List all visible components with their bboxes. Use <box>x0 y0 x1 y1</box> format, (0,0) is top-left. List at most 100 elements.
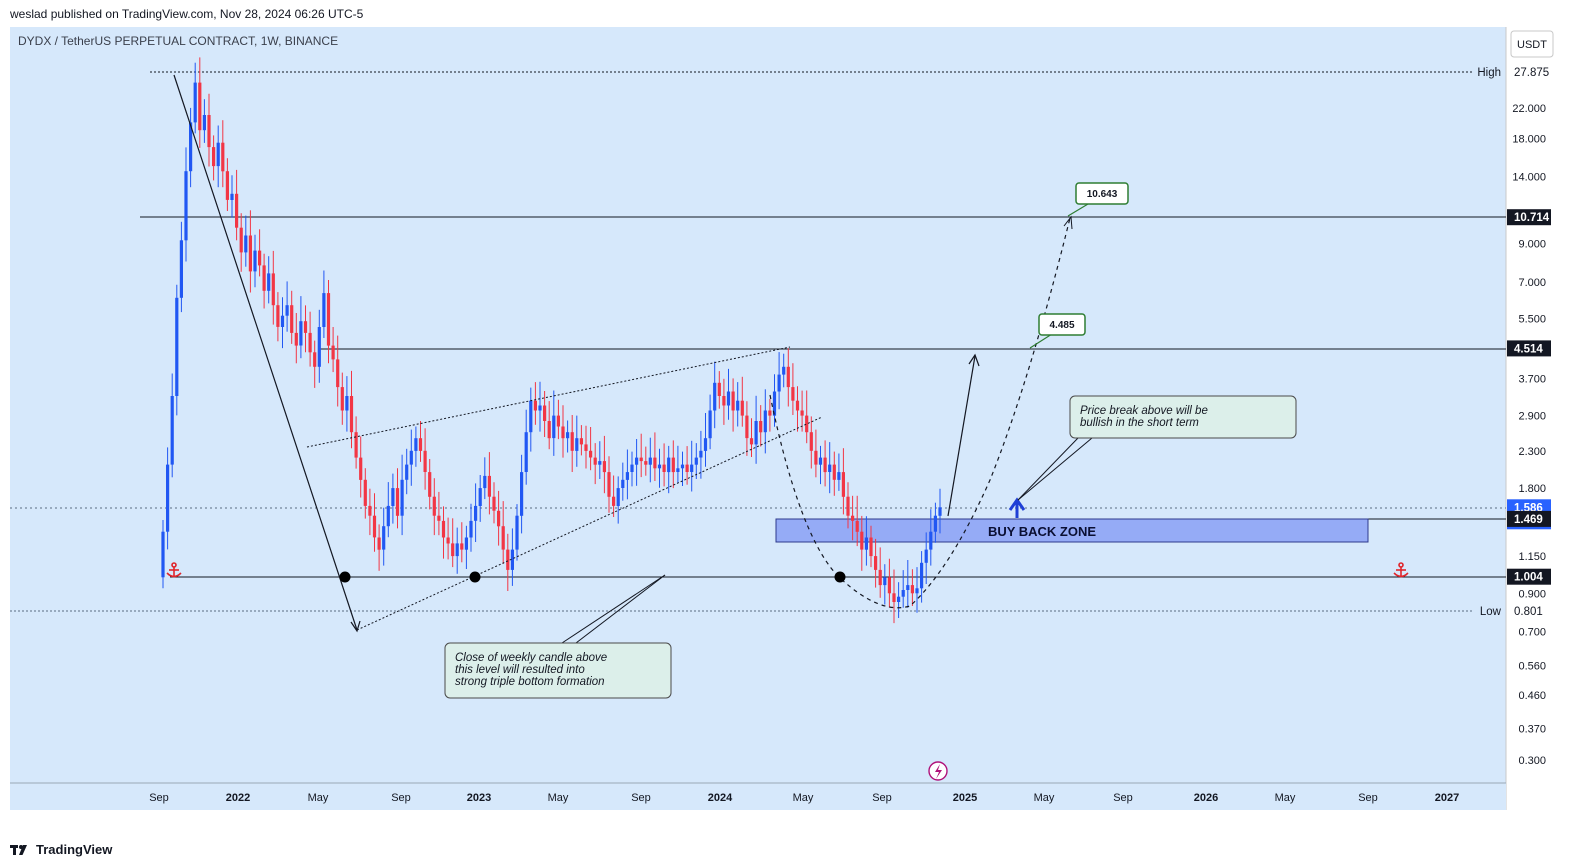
candle-body[interactable] <box>313 352 317 367</box>
candle-body[interactable] <box>520 472 524 516</box>
candle-body[interactable] <box>625 472 629 480</box>
candle-body[interactable] <box>676 468 680 472</box>
candle-body[interactable] <box>239 227 243 253</box>
candle-body[interactable] <box>740 400 744 416</box>
candle-body[interactable] <box>584 444 588 451</box>
candle-body[interactable] <box>248 235 252 272</box>
candle-body[interactable] <box>497 510 501 527</box>
candle-body[interactable] <box>754 421 758 445</box>
candle-body[interactable] <box>354 432 358 458</box>
candle-body[interactable] <box>515 515 519 550</box>
channel-lower-line[interactable] <box>356 416 823 631</box>
candle-body[interactable] <box>837 472 841 480</box>
candle-body[interactable] <box>920 562 924 589</box>
candle-body[interactable] <box>308 332 312 353</box>
candle-body[interactable] <box>258 250 262 266</box>
candle-body[interactable] <box>359 457 363 480</box>
candle-body[interactable] <box>543 405 547 422</box>
candle-body[interactable] <box>391 488 395 506</box>
candle-body[interactable] <box>455 543 459 557</box>
target-box-10-643[interactable] <box>1075 182 1129 205</box>
candle-body[interactable] <box>593 457 597 465</box>
candle-body[interactable] <box>345 396 349 411</box>
candle-body[interactable] <box>207 115 211 148</box>
candle-body[interactable] <box>483 475 487 489</box>
buy-back-zone[interactable] <box>775 518 1369 543</box>
candle-body[interactable] <box>460 543 464 550</box>
candle-body[interactable] <box>929 531 933 550</box>
candle-body[interactable] <box>639 457 643 462</box>
candle-body[interactable] <box>671 457 675 473</box>
candle-body[interactable] <box>262 265 266 291</box>
candle-body[interactable] <box>469 520 473 538</box>
candle-body[interactable] <box>667 457 671 473</box>
candle-body[interactable] <box>474 505 478 521</box>
candle-body[interactable] <box>552 415 556 439</box>
candle-body[interactable] <box>612 496 616 506</box>
candle-body[interactable] <box>699 450 703 458</box>
price-axis[interactable] <box>1506 27 1558 783</box>
candle-body[interactable] <box>322 293 326 327</box>
candle-body[interactable] <box>579 438 583 445</box>
candle-body[interactable] <box>887 577 891 594</box>
candle-body[interactable] <box>202 115 206 131</box>
candle-body[interactable] <box>524 432 528 472</box>
candle-body[interactable] <box>501 526 505 550</box>
candle-body[interactable] <box>708 410 712 439</box>
candle-body[interactable] <box>763 410 767 433</box>
candle-body[interactable] <box>800 410 804 416</box>
projection-curve[interactable] <box>769 217 1071 609</box>
callout-triple-bottom[interactable] <box>444 642 672 699</box>
candle-body[interactable] <box>598 461 602 465</box>
candle-body[interactable] <box>441 520 446 538</box>
candle-body[interactable] <box>924 549 928 563</box>
candle-body[interactable] <box>851 515 855 521</box>
candle-body[interactable] <box>538 405 542 411</box>
candle-body[interactable] <box>713 382 717 411</box>
candle-body[interactable] <box>547 421 551 439</box>
candle-body[interactable] <box>372 515 377 538</box>
candle-body[interactable] <box>685 464 689 472</box>
candle-body[interactable] <box>464 537 468 550</box>
candle-body[interactable] <box>736 400 740 411</box>
candle-body[interactable] <box>602 461 606 473</box>
candle-body[interactable] <box>906 585 910 590</box>
candle-body[interactable] <box>166 464 170 532</box>
candle-body[interactable] <box>428 472 432 497</box>
candle-body[interactable] <box>690 464 694 472</box>
candle-body[interactable] <box>814 450 818 465</box>
candle-body[interactable] <box>860 531 864 550</box>
candle-body[interactable] <box>680 464 685 469</box>
candle-body[interactable] <box>336 359 340 388</box>
candle-body[interactable] <box>414 438 418 451</box>
candle-body[interactable] <box>717 382 721 396</box>
candle-body[interactable] <box>828 464 832 472</box>
candle-body[interactable] <box>768 410 772 416</box>
candle-body[interactable] <box>492 496 496 511</box>
candle-body[interactable] <box>349 396 354 433</box>
candle-body[interactable] <box>418 438 423 451</box>
bottom-point-2[interactable] <box>469 571 481 583</box>
candle-body[interactable] <box>795 400 800 411</box>
candle-body[interactable] <box>897 596 901 602</box>
candle-body[interactable] <box>630 464 634 472</box>
candle-body[interactable] <box>285 305 289 316</box>
candle-body[interactable] <box>570 432 574 451</box>
candle-body[interactable] <box>432 496 436 516</box>
candle-body[interactable] <box>874 556 878 570</box>
candle-body[interactable] <box>331 345 335 360</box>
candle-body[interactable] <box>635 457 639 465</box>
candle-body[interactable] <box>437 515 441 521</box>
candle-body[interactable] <box>648 457 652 465</box>
candle-body[interactable] <box>731 391 735 411</box>
candle-body[interactable] <box>451 543 455 557</box>
candle-body[interactable] <box>607 472 611 497</box>
short-term-arrow[interactable] <box>947 355 976 517</box>
downtrend-line[interactable] <box>173 74 358 631</box>
candle-body[interactable] <box>244 235 248 253</box>
candle-body[interactable] <box>938 507 942 516</box>
candle-body[interactable] <box>621 479 625 488</box>
candle-body[interactable] <box>510 549 514 570</box>
candle-body[interactable] <box>276 305 280 327</box>
